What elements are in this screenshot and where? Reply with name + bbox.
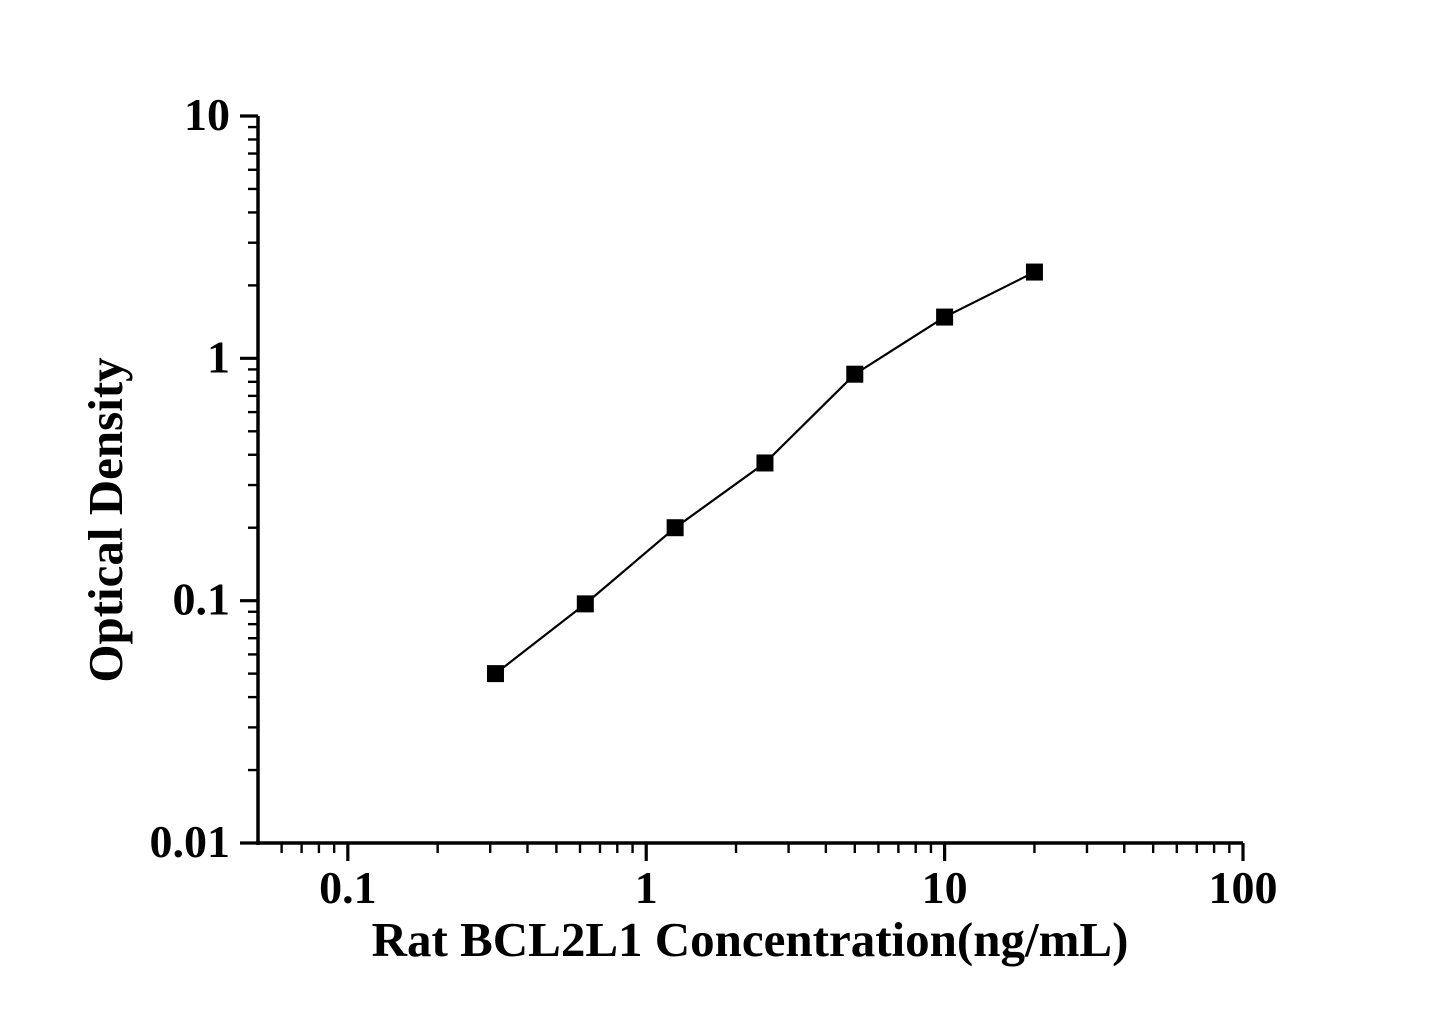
y-tick-label: 10: [184, 89, 230, 140]
y-tick-label: 0.01: [150, 816, 231, 867]
y-tick-label: 0.1: [173, 574, 231, 625]
data-point-marker: [576, 595, 594, 613]
y-tick-label: 1: [207, 331, 230, 382]
series-layer: [486, 263, 1043, 683]
x-tick-label: 1: [635, 862, 658, 913]
x-tick-label: 0.1: [319, 862, 377, 913]
tick-labels-layer: 0.1 1 10 100 0.01 0.1 1 10: [150, 89, 1278, 913]
data-point-marker: [936, 308, 954, 326]
y-axis-title: Optical Density: [78, 357, 133, 683]
data-point-marker: [756, 454, 774, 472]
data-point-marker: [1025, 263, 1043, 281]
x-tick-label: 100: [1209, 862, 1278, 913]
data-point-marker: [486, 665, 504, 683]
x-axis-title: Rat BCL2L1 Concentration(ng/mL): [372, 912, 1129, 967]
axes-layer: [240, 114, 1245, 861]
curve-line: [494, 271, 1035, 675]
x-tick-label: 10: [922, 862, 968, 913]
data-point-marker: [846, 365, 864, 383]
data-point-marker: [666, 519, 684, 537]
